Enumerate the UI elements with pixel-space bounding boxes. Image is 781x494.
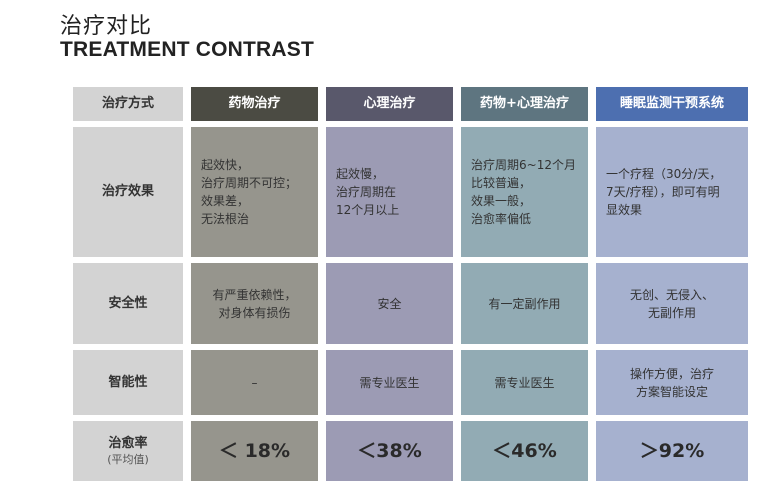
cell-intelligence-psych: 需专业医生 <box>326 350 453 415</box>
cell-effect-combined: 治疗周期6~12个月 比较普遍， 效果一般， 治愈率偏低 <box>461 127 588 257</box>
cell-intelligence-drug: – <box>191 350 318 415</box>
cell-intelligence-system: 操作方便，治疗 方案智能设定 <box>596 350 748 415</box>
cure-rate-label: 治愈率 <box>108 436 148 451</box>
row-label-safety: 安全性 <box>73 263 183 344</box>
page-title-en: TREATMENT CONTRAST <box>60 38 315 61</box>
row-label-cure-rate: 治愈率 (平均值) <box>73 421 183 481</box>
header-psychotherapy: 心理治疗 <box>326 87 453 121</box>
header-drug-therapy: 药物治疗 <box>191 87 318 121</box>
cell-safety-combined: 有一定副作用 <box>461 263 588 344</box>
header-corner-label: 治疗方式 <box>73 87 183 121</box>
cure-rate-sublabel: (平均值) <box>107 453 149 466</box>
header-combined-therapy: 药物+心理治疗 <box>461 87 588 121</box>
cell-intelligence-combined: 需专业医生 <box>461 350 588 415</box>
cell-safety-system: 无创、无侵入、 无副作用 <box>596 263 748 344</box>
cell-effect-psych: 起效慢， 治疗周期在 12个月以上 <box>326 127 453 257</box>
comparison-table: 治疗方式 药物治疗 心理治疗 药物+心理治疗 睡眠监测干预系统 治疗效果 起效快… <box>73 87 748 481</box>
row-label-intelligence: 智能性 <box>73 350 183 415</box>
header-sleep-monitoring-system: 睡眠监测干预系统 <box>596 87 748 121</box>
cell-safety-drug: 有严重依赖性， 对身体有损伤 <box>191 263 318 344</box>
cell-cure-rate-psych: ＜38% <box>326 421 453 481</box>
cell-cure-rate-system: ＞92% <box>596 421 748 481</box>
row-label-effect: 治疗效果 <box>73 127 183 257</box>
cell-cure-rate-drug: ＜ 18% <box>191 421 318 481</box>
cell-cure-rate-combined: ＜46% <box>461 421 588 481</box>
cell-effect-drug: 起效快， 治疗周期不可控； 效果差， 无法根治 <box>191 127 318 257</box>
cell-effect-system: 一个疗程（30分/天， 7天/疗程），即可有明 显效果 <box>596 127 748 257</box>
page-title-cn: 治疗对比 <box>60 14 153 39</box>
cell-safety-psych: 安全 <box>326 263 453 344</box>
